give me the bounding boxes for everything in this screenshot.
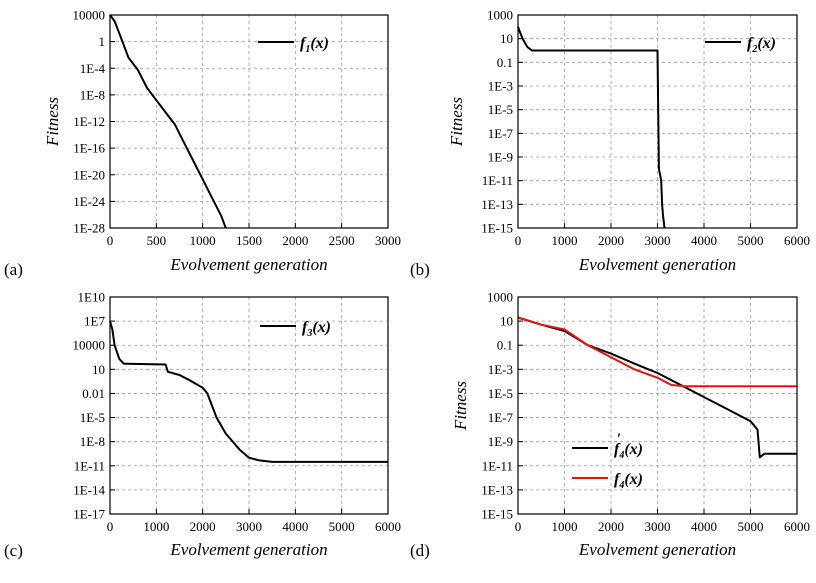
- panel-b-x-tick-label: 6000: [784, 233, 810, 248]
- panel-d-x-tick-label: 6000: [784, 519, 810, 534]
- panel-d-y-tick-label: 1000: [487, 290, 513, 305]
- panel-c-x-axis-label: Evolvement generation: [169, 540, 327, 559]
- panel-b-y-tick-label: 1000: [487, 8, 513, 23]
- panel-a-x-axis-label: Evolvement generation: [169, 255, 327, 274]
- panel-c-legend-label-0: f3(x): [302, 319, 331, 339]
- panel-a-x-tick-label: 2500: [329, 233, 355, 248]
- panel-c-y-tick-label: 1E10: [78, 290, 105, 305]
- panel-c-plot-frame: [109, 296, 389, 515]
- panel-a-x-tick-label: 2000: [282, 233, 308, 248]
- panel-b-y-tick-label: 1E-5: [488, 102, 513, 117]
- panel-c-y-tick-label: 1E-8: [80, 434, 105, 449]
- panel-a-y-tick-label: 1E-8: [80, 87, 105, 102]
- panel-d-x-tick-label: 3000: [645, 519, 671, 534]
- panel-a-y-tick-label: 1E-28: [73, 221, 105, 236]
- panel-d-y-tick-label: 1E-13: [481, 482, 513, 497]
- panel-c-x-tick-label: 3000: [236, 519, 262, 534]
- panel-d-x-tick-label: 2000: [598, 519, 624, 534]
- panel-c: 0 1000 2000 3000 4000 5000 6000 1E10 1E7 10000 10 0…: [4, 290, 401, 561]
- panel-d-x-axis-label: Evolvement generation: [578, 540, 736, 559]
- panel-a-y-tick-label: 1E-24: [73, 194, 105, 209]
- panel-b-x-axis-label: Evolvement generation: [578, 255, 736, 274]
- panel-d-x-tick-label: 5000: [738, 519, 764, 534]
- panel-d-x-tick-label: 4000: [691, 519, 717, 534]
- panel-c-x-tick-label: 1000: [143, 519, 169, 534]
- panel-c-x-tick-label: 2000: [190, 519, 216, 534]
- panel-b-y-tick-label: 0.1: [497, 55, 513, 70]
- panel-b-y-tick-label: 10: [500, 31, 513, 46]
- panel-b-y-tick-label: 1E-15: [481, 221, 513, 236]
- panel-a-x-tick-label: 1000: [190, 233, 216, 248]
- panel-a-series-line-0: [109, 14, 227, 229]
- panel-c-y-tick-label: 1E-5: [80, 410, 105, 425]
- panel-d-y-tick-label: 1E-11: [482, 458, 513, 473]
- panel-a: 0 500 1000 1500 2000 2500 3000 10000 1 1E-4 1E-8 1E…: [4, 8, 401, 280]
- panel-c-y-tick-label: 10000: [73, 338, 106, 353]
- panel-b-legend-label-0: f2(x): [747, 35, 776, 55]
- panel-b-y-axis-label: Fitness: [447, 97, 466, 147]
- panel-a-x-tick-label: 0: [107, 233, 114, 248]
- panel-b-y-tick-label: 1E-11: [482, 173, 513, 188]
- panel-c-y-tick-label: 10: [92, 362, 105, 377]
- panel-c-y-tick-label: 1E7: [84, 314, 105, 329]
- panel-d: 0 1000 2000 3000 4000 5000 6000 1000 10 0.1 1E-3 1E…: [410, 290, 810, 561]
- panel-a-y-tick-label: 1E-20: [73, 167, 105, 182]
- panel-c-panel-label: (c): [4, 541, 23, 560]
- panel-d-y-tick-label: 0.1: [497, 338, 513, 353]
- panel-d-y-tick-label: 1E-15: [481, 507, 513, 522]
- panel-d-y-tick-label: 1E-9: [488, 434, 513, 449]
- panel-c-series-line-0: [109, 320, 388, 463]
- panel-a-y-tick-label: 1E-12: [73, 114, 105, 129]
- panel-d-y-tick-label: 10: [500, 314, 513, 329]
- panel-b-x-tick-label: 0: [515, 233, 522, 248]
- panel-c-x-tick-label: 4000: [282, 519, 308, 534]
- panel-b-x-tick-label: 5000: [738, 233, 764, 248]
- panel-a-y-tick-label: 1: [99, 34, 106, 49]
- panel-c-x-tick-label: 0: [107, 519, 114, 534]
- panel-c-y-tick-label: 0.01: [82, 386, 105, 401]
- panel-a-y-tick-label: 1E-16: [73, 141, 105, 156]
- panel-b-plot-frame: [517, 14, 798, 229]
- panel-b-y-tick-label: 1E-9: [488, 150, 513, 165]
- panel-b-y-tick-label: 1E-13: [481, 197, 513, 212]
- panel-a-x-tick-label: 500: [147, 233, 167, 248]
- panel-d-x-tick-label: 0: [515, 519, 522, 534]
- panel-d-legend-label-1: f4(x): [614, 471, 643, 491]
- panel-a-panel-label: (a): [4, 260, 23, 279]
- panel-c-y-tick-label: 1E-11: [74, 458, 105, 473]
- panel-c-x-tick-label: 6000: [375, 519, 401, 534]
- panel-d-y-tick-label: 1E-7: [488, 410, 514, 425]
- panel-a-y-tick-label: 1E-4: [80, 61, 106, 76]
- panel-a-y-tick-label: 10000: [73, 8, 106, 23]
- panel-b-panel-label: (b): [410, 260, 430, 279]
- panel-b-series-line-0: [517, 26, 666, 229]
- panel-b-x-tick-label: 4000: [691, 233, 717, 248]
- panel-d-x-tick-label: 1000: [552, 519, 578, 534]
- panel-a-legend-label-0: f1(x): [300, 35, 329, 55]
- panel-b-x-tick-label: 3000: [645, 233, 671, 248]
- panel-d-plot-frame: [517, 296, 798, 515]
- panel-a-y-axis-label: Fitness: [43, 97, 62, 147]
- panel-c-y-tick-label: 1E-17: [73, 507, 105, 522]
- panel-b-y-tick-label: 1E-7: [488, 126, 514, 141]
- panel-a-x-tick-label: 3000: [375, 233, 401, 248]
- panel-a-plot-frame: [109, 14, 389, 229]
- panel-c-x-tick-label: 5000: [329, 519, 355, 534]
- panel-d-y-tick-label: 1E-5: [488, 386, 513, 401]
- panel-a-x-tick-label: 1500: [236, 233, 262, 248]
- panel-d-y-tick-label: 1E-3: [488, 362, 513, 377]
- panel-d-y-axis-label: Fitness: [451, 381, 470, 431]
- panel-b-x-tick-label: 1000: [552, 233, 578, 248]
- panel-d-legend-mark-0: ': [616, 431, 621, 448]
- panel-d-series-line-1: [517, 316, 797, 388]
- panel-b: 0 1000 2000 3000 4000 5000 6000 1000 10 0.1 1E-3 1E…: [410, 8, 810, 280]
- panel-b-x-tick-label: 2000: [598, 233, 624, 248]
- panel-b-y-tick-label: 1E-3: [488, 79, 513, 94]
- panel-d-panel-label: (d): [410, 541, 430, 560]
- panel-c-y-tick-label: 1E-14: [73, 482, 105, 497]
